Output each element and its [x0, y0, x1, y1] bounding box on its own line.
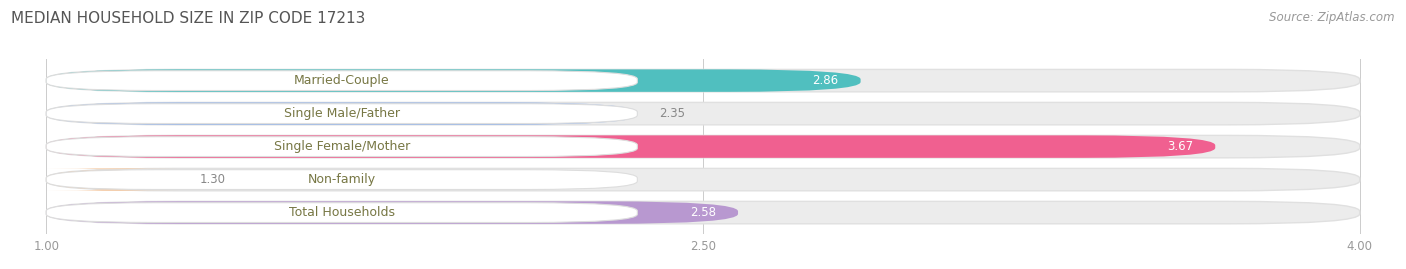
Text: Non-family: Non-family	[308, 173, 375, 186]
FancyBboxPatch shape	[46, 203, 637, 222]
FancyBboxPatch shape	[46, 71, 637, 91]
FancyBboxPatch shape	[46, 170, 637, 189]
Text: Total Households: Total Households	[288, 206, 395, 219]
FancyBboxPatch shape	[46, 102, 637, 125]
FancyBboxPatch shape	[46, 168, 1360, 191]
Text: MEDIAN HOUSEHOLD SIZE IN ZIP CODE 17213: MEDIAN HOUSEHOLD SIZE IN ZIP CODE 17213	[11, 11, 366, 26]
FancyBboxPatch shape	[46, 201, 738, 224]
Text: 2.86: 2.86	[813, 74, 839, 87]
FancyBboxPatch shape	[46, 201, 1360, 224]
Text: 2.35: 2.35	[659, 107, 685, 120]
Text: 3.67: 3.67	[1167, 140, 1194, 153]
Text: Single Male/Father: Single Male/Father	[284, 107, 399, 120]
FancyBboxPatch shape	[46, 168, 177, 191]
FancyBboxPatch shape	[46, 102, 1360, 125]
FancyBboxPatch shape	[46, 137, 637, 157]
FancyBboxPatch shape	[46, 104, 637, 123]
Text: Single Female/Mother: Single Female/Mother	[274, 140, 411, 153]
FancyBboxPatch shape	[46, 69, 860, 92]
Text: 2.58: 2.58	[690, 206, 716, 219]
FancyBboxPatch shape	[46, 69, 1360, 92]
Text: Married-Couple: Married-Couple	[294, 74, 389, 87]
Text: Source: ZipAtlas.com: Source: ZipAtlas.com	[1270, 11, 1395, 24]
FancyBboxPatch shape	[46, 135, 1215, 158]
Text: 1.30: 1.30	[200, 173, 225, 186]
FancyBboxPatch shape	[46, 135, 1360, 158]
